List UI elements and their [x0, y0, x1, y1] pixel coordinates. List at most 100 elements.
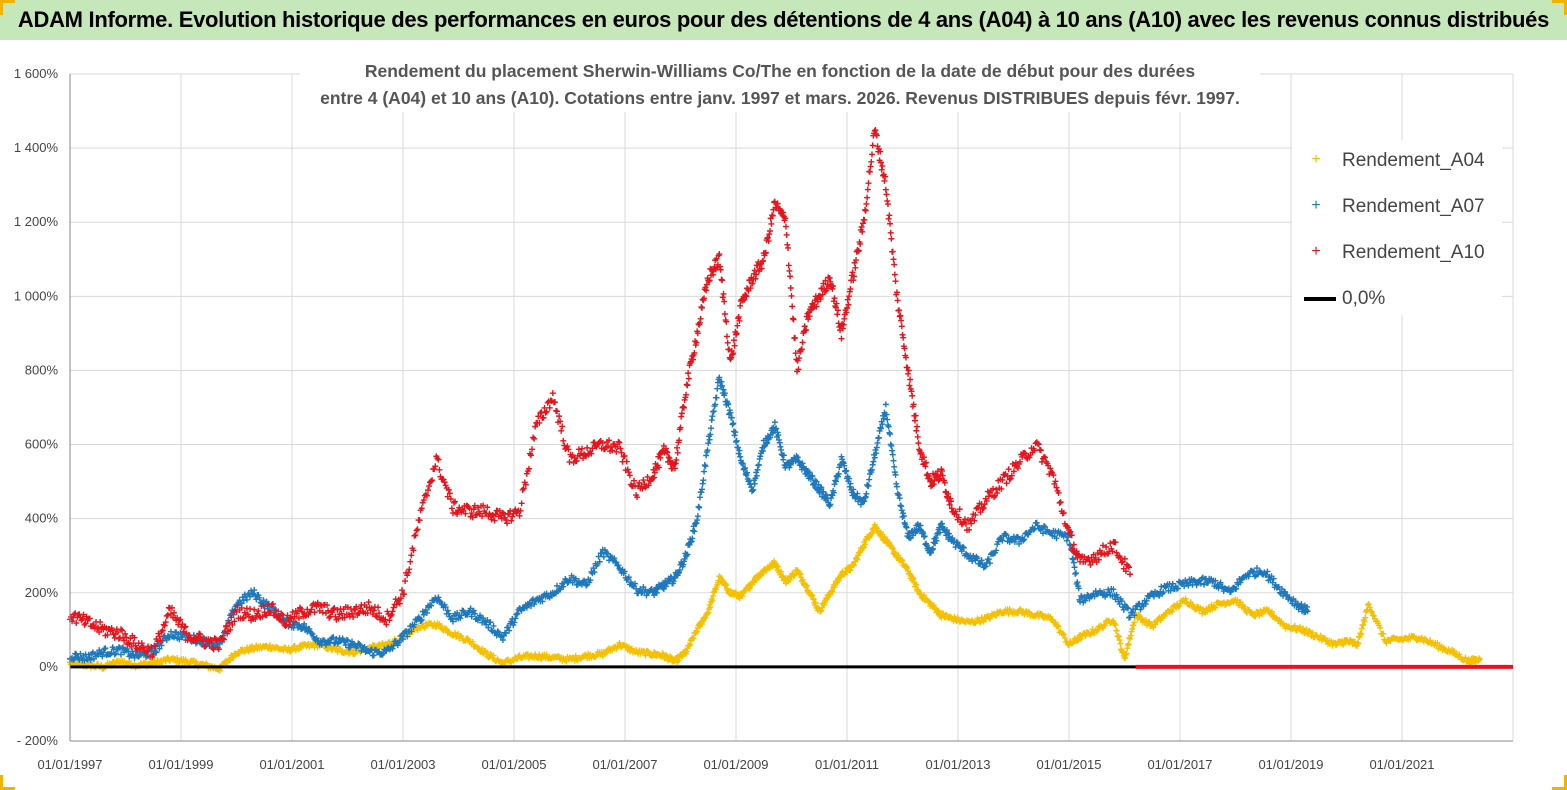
data-point: [558, 427, 565, 434]
data-point: [174, 655, 181, 662]
data-point: [111, 634, 118, 641]
data-point: [863, 200, 870, 207]
data-point: [787, 273, 794, 280]
data-point: [566, 458, 573, 465]
data-point: [868, 158, 875, 165]
corner-decoration: [0, 0, 15, 15]
data-point: [703, 287, 710, 294]
data-point: [1089, 626, 1096, 633]
chart-grid: [69, 73, 1514, 742]
data-point: [1054, 622, 1061, 629]
corner-decoration: [0, 775, 15, 790]
data-point: [1291, 622, 1298, 629]
data-point: [1241, 604, 1248, 611]
data-point: [469, 638, 476, 645]
data-point: [337, 646, 344, 653]
data-point: [1061, 634, 1068, 641]
data-point: [1125, 640, 1132, 647]
data-point: [1300, 625, 1307, 632]
y-tick-label: 1 600%: [14, 66, 59, 81]
x-tick-label: 01/01/2009: [703, 757, 768, 772]
data-point: [708, 425, 715, 432]
data-point: [1112, 621, 1119, 628]
data-point: [1257, 607, 1264, 614]
y-tick-label: 800%: [25, 362, 59, 377]
data-point: [549, 390, 556, 397]
data-point: [487, 651, 494, 658]
data-point: [702, 463, 709, 470]
data-point: [890, 457, 897, 464]
y-tick-label: 200%: [25, 585, 59, 600]
data-point: [868, 151, 875, 158]
chart-subtitle: Rendement du placement Sherwin-Williams …: [300, 58, 1260, 112]
data-point: [778, 568, 785, 575]
chart-area: - 200% 0% 200% 400% 600% 800% 1 000% 1 200% 1 40…: [14, 66, 1514, 772]
data-point: [603, 649, 610, 656]
data-point: [864, 194, 871, 201]
data-point: [1118, 559, 1125, 566]
data-point: [678, 410, 685, 417]
data-point: [642, 652, 649, 659]
plus-marker-icon: +: [1311, 151, 1321, 168]
plus-marker-icon: +: [1311, 243, 1321, 260]
data-point: [1060, 631, 1067, 638]
data-point: [887, 229, 894, 236]
data-point: [518, 500, 525, 507]
chart-legend: + Rendement_A04 + Rendement_A07 + Rendem…: [1292, 140, 1502, 315]
y-tick-label: 400%: [25, 511, 59, 526]
data-point: [386, 617, 393, 624]
data-point: [900, 513, 907, 520]
data-point: [1048, 616, 1055, 623]
data-point: [723, 333, 730, 340]
data-point: [352, 606, 359, 613]
data-point: [1182, 595, 1189, 602]
chart-subtitle-line-2: entre 4 (A04) et 10 ans (A10). Cotations…: [320, 88, 1240, 108]
data-point: [906, 382, 913, 389]
data-point: [1137, 616, 1144, 623]
data-point: [413, 527, 420, 534]
data-point: [714, 385, 721, 392]
data-point: [882, 401, 889, 408]
data-point: [621, 452, 628, 459]
data-point: [407, 558, 414, 565]
legend-item-a10: + Rendement_A10: [1292, 238, 1502, 268]
y-tick-label: 1 400%: [14, 140, 59, 155]
data-point: [730, 420, 737, 427]
data-point: [626, 472, 633, 479]
data-point: [390, 604, 397, 611]
data-point: [907, 376, 914, 383]
data-point: [891, 261, 898, 268]
data-point: [1033, 519, 1040, 526]
data-point: [236, 650, 243, 657]
data-point: [450, 499, 457, 506]
x-tick-label: 01/01/2011: [815, 757, 879, 772]
x-tick-label: 01/01/2001: [259, 757, 324, 772]
data-point: [790, 316, 797, 323]
data-point: [1071, 564, 1078, 571]
x-tick-label: 01/01/2019: [1258, 757, 1323, 772]
data-point: [510, 657, 517, 664]
line-marker-icon: [1304, 297, 1336, 301]
data-point: [733, 437, 740, 444]
data-point: [423, 622, 430, 629]
data-point: [909, 392, 916, 399]
data-point: [914, 423, 921, 430]
data-point: [1169, 608, 1176, 615]
data-point: [786, 267, 793, 274]
data-point: [1123, 650, 1130, 657]
data-point: [543, 651, 550, 658]
data-point: [701, 468, 708, 475]
data-point: [519, 486, 526, 493]
legend-label: Rendement_A10: [1342, 242, 1485, 263]
data-point: [713, 394, 720, 401]
data-point: [1055, 623, 1062, 630]
data-point: [285, 644, 292, 651]
data-point: [311, 609, 318, 616]
data-point: [1268, 608, 1275, 615]
data-point: [1113, 627, 1120, 634]
data-point: [883, 191, 890, 198]
data-point: [766, 228, 773, 235]
data-point: [700, 477, 707, 484]
data-point: [1197, 604, 1204, 611]
data-point: [244, 647, 251, 654]
